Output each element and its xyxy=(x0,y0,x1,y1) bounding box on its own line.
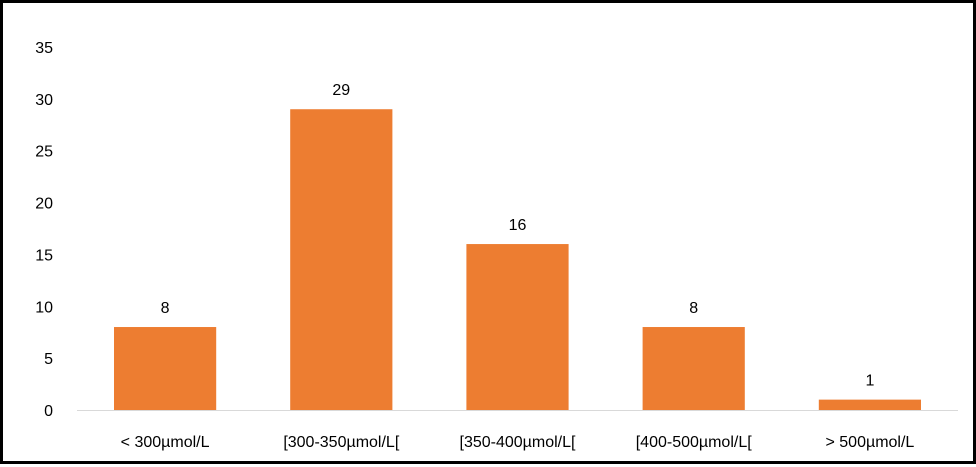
category-label: [350-400µmol/L[ xyxy=(460,434,577,451)
bar xyxy=(818,399,921,410)
bar-value-label: 16 xyxy=(509,217,527,234)
y-tick-label: 15 xyxy=(35,247,53,264)
bar xyxy=(466,244,569,410)
bar-value-label: 29 xyxy=(332,82,350,99)
bar-value-label: 1 xyxy=(865,373,874,390)
x-axis-category-labels: < 300µmol/L [300-350µmol/L[ [350-400µmol/L… xyxy=(121,434,915,451)
y-tick-label: 25 xyxy=(35,144,53,161)
y-tick-label: 5 xyxy=(44,351,53,368)
bar xyxy=(114,327,217,410)
y-tick-label: 10 xyxy=(35,299,53,316)
data-labels: 8 29 16 8 1 xyxy=(161,82,875,389)
y-tick-label: 35 xyxy=(35,40,53,57)
bar xyxy=(642,327,745,410)
y-tick-label: 20 xyxy=(35,196,53,213)
category-label: < 300µmol/L xyxy=(121,434,210,451)
bar-value-label: 8 xyxy=(161,300,170,317)
category-label: [400-500µmol/L[ xyxy=(636,434,753,451)
bar-value-label: 8 xyxy=(689,300,698,317)
category-label: > 500µmol/L xyxy=(825,434,914,451)
bar-chart: 0 5 10 15 20 25 30 35 8 29 16 8 1 < 300µmol/L [300-3… xyxy=(35,40,958,451)
y-tick-label: 30 xyxy=(35,92,53,109)
category-label: [300-350µmol/L[ xyxy=(283,434,400,451)
y-axis-ticks: 0 5 10 15 20 25 30 35 xyxy=(35,40,53,420)
bar xyxy=(290,109,393,410)
y-tick-label: 0 xyxy=(44,403,53,420)
bars xyxy=(114,109,921,410)
